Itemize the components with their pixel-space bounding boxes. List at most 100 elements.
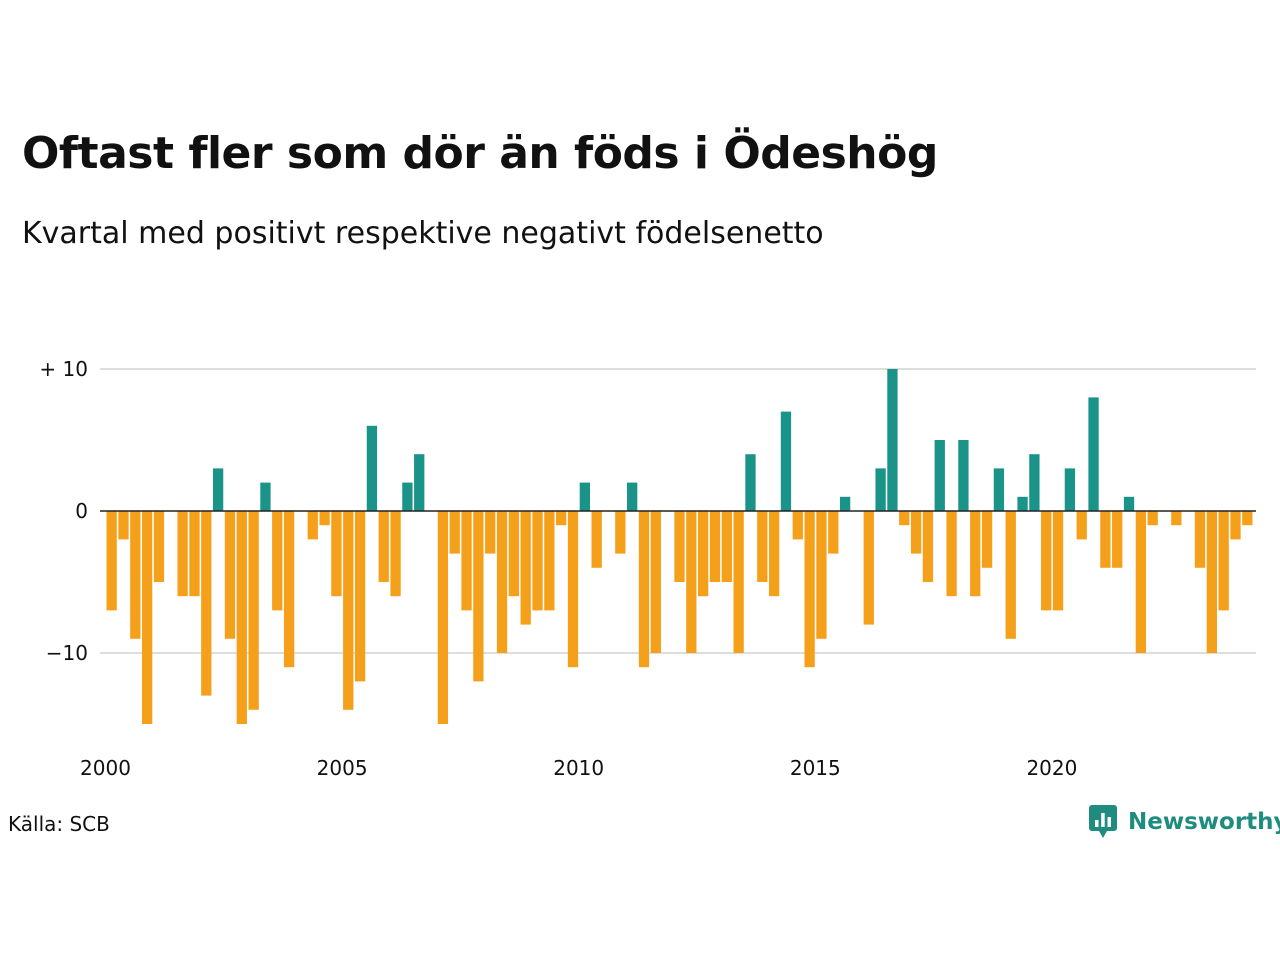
bar — [378, 511, 389, 582]
bar — [118, 511, 129, 540]
bar — [1029, 454, 1040, 511]
bar — [532, 511, 543, 611]
brand-name: Newsworthy — [1128, 809, 1280, 835]
bar — [153, 511, 165, 582]
y-tick-label: 0 — [75, 499, 88, 523]
bar — [792, 511, 803, 540]
bar — [816, 511, 827, 639]
bar — [733, 511, 744, 653]
bar — [177, 511, 188, 597]
bar — [757, 511, 768, 582]
bar — [674, 511, 685, 582]
bar — [1064, 468, 1076, 511]
bar — [828, 511, 839, 554]
bar — [130, 511, 141, 639]
x-tick-label: 2020 — [1026, 756, 1077, 780]
bar — [307, 511, 318, 540]
bar — [224, 511, 236, 639]
bar — [839, 496, 851, 511]
bar — [958, 440, 969, 511]
bar — [544, 511, 555, 611]
bar — [638, 511, 650, 668]
bar — [970, 511, 981, 597]
bar — [627, 482, 638, 511]
bar — [1005, 511, 1016, 639]
bar — [1017, 496, 1028, 511]
bar — [520, 511, 531, 625]
chart-title: Oftast fler som dör än föds i Ödeshög — [22, 128, 938, 179]
bar — [1088, 397, 1099, 511]
bar — [922, 511, 934, 582]
bar — [686, 511, 697, 653]
bar — [106, 511, 117, 611]
bar — [650, 511, 661, 653]
bar — [236, 511, 247, 724]
bar — [981, 511, 993, 568]
bar — [1123, 496, 1135, 511]
bar — [1206, 511, 1217, 653]
x-tick-label: 2015 — [790, 756, 841, 780]
bar — [473, 511, 484, 682]
bar — [212, 468, 224, 511]
bar — [1112, 511, 1123, 568]
bar — [1230, 511, 1241, 540]
bar — [875, 468, 886, 511]
bar — [272, 511, 283, 611]
bar — [946, 511, 957, 597]
bar — [721, 511, 732, 582]
y-tick-label: + 10 — [39, 357, 88, 381]
bar — [390, 511, 401, 597]
bar — [780, 411, 792, 511]
bar — [934, 440, 945, 511]
bar — [319, 511, 330, 526]
bar — [993, 468, 1005, 511]
newsworthy-brand[interactable]: Newsworthy — [1088, 804, 1280, 840]
x-tick-label: 2000 — [80, 756, 131, 780]
source-note: Källa: SCB — [8, 812, 110, 836]
bar — [354, 511, 366, 682]
bar — [189, 511, 200, 597]
bar — [1135, 511, 1147, 653]
bar — [745, 454, 756, 511]
bar — [366, 425, 378, 511]
bar — [698, 511, 709, 597]
bar — [1171, 511, 1182, 526]
bar — [449, 511, 460, 554]
bar — [567, 511, 579, 668]
bar — [768, 511, 780, 597]
bar — [910, 511, 922, 554]
bar — [591, 511, 602, 568]
bar — [508, 511, 520, 597]
bar — [283, 511, 295, 668]
x-tick-label: 2010 — [553, 756, 604, 780]
bar — [556, 511, 567, 526]
newsworthy-logo-icon — [1089, 805, 1117, 838]
bar — [1194, 511, 1206, 568]
y-tick-label: −10 — [46, 641, 88, 665]
bar — [1041, 511, 1052, 611]
bar — [437, 511, 449, 724]
bar — [496, 511, 508, 653]
bar — [260, 482, 271, 511]
bar — [899, 511, 910, 526]
bar — [343, 511, 354, 710]
bar — [201, 511, 212, 696]
bar — [579, 482, 590, 511]
bar — [141, 511, 153, 724]
bar — [1147, 511, 1158, 526]
bar — [248, 511, 259, 710]
bar — [1242, 511, 1253, 526]
bar — [1052, 511, 1064, 611]
x-tick-label: 2005 — [317, 756, 368, 780]
bar — [461, 511, 472, 611]
bar — [414, 454, 425, 511]
bar — [615, 511, 626, 554]
bar — [863, 511, 874, 625]
bar — [1100, 511, 1111, 568]
bar — [709, 511, 721, 582]
bar — [1218, 511, 1229, 611]
chart-subtitle: Kvartal med positivt respektive negativt… — [22, 216, 824, 251]
bar — [402, 482, 413, 511]
bar — [485, 511, 496, 554]
bar — [887, 369, 898, 511]
